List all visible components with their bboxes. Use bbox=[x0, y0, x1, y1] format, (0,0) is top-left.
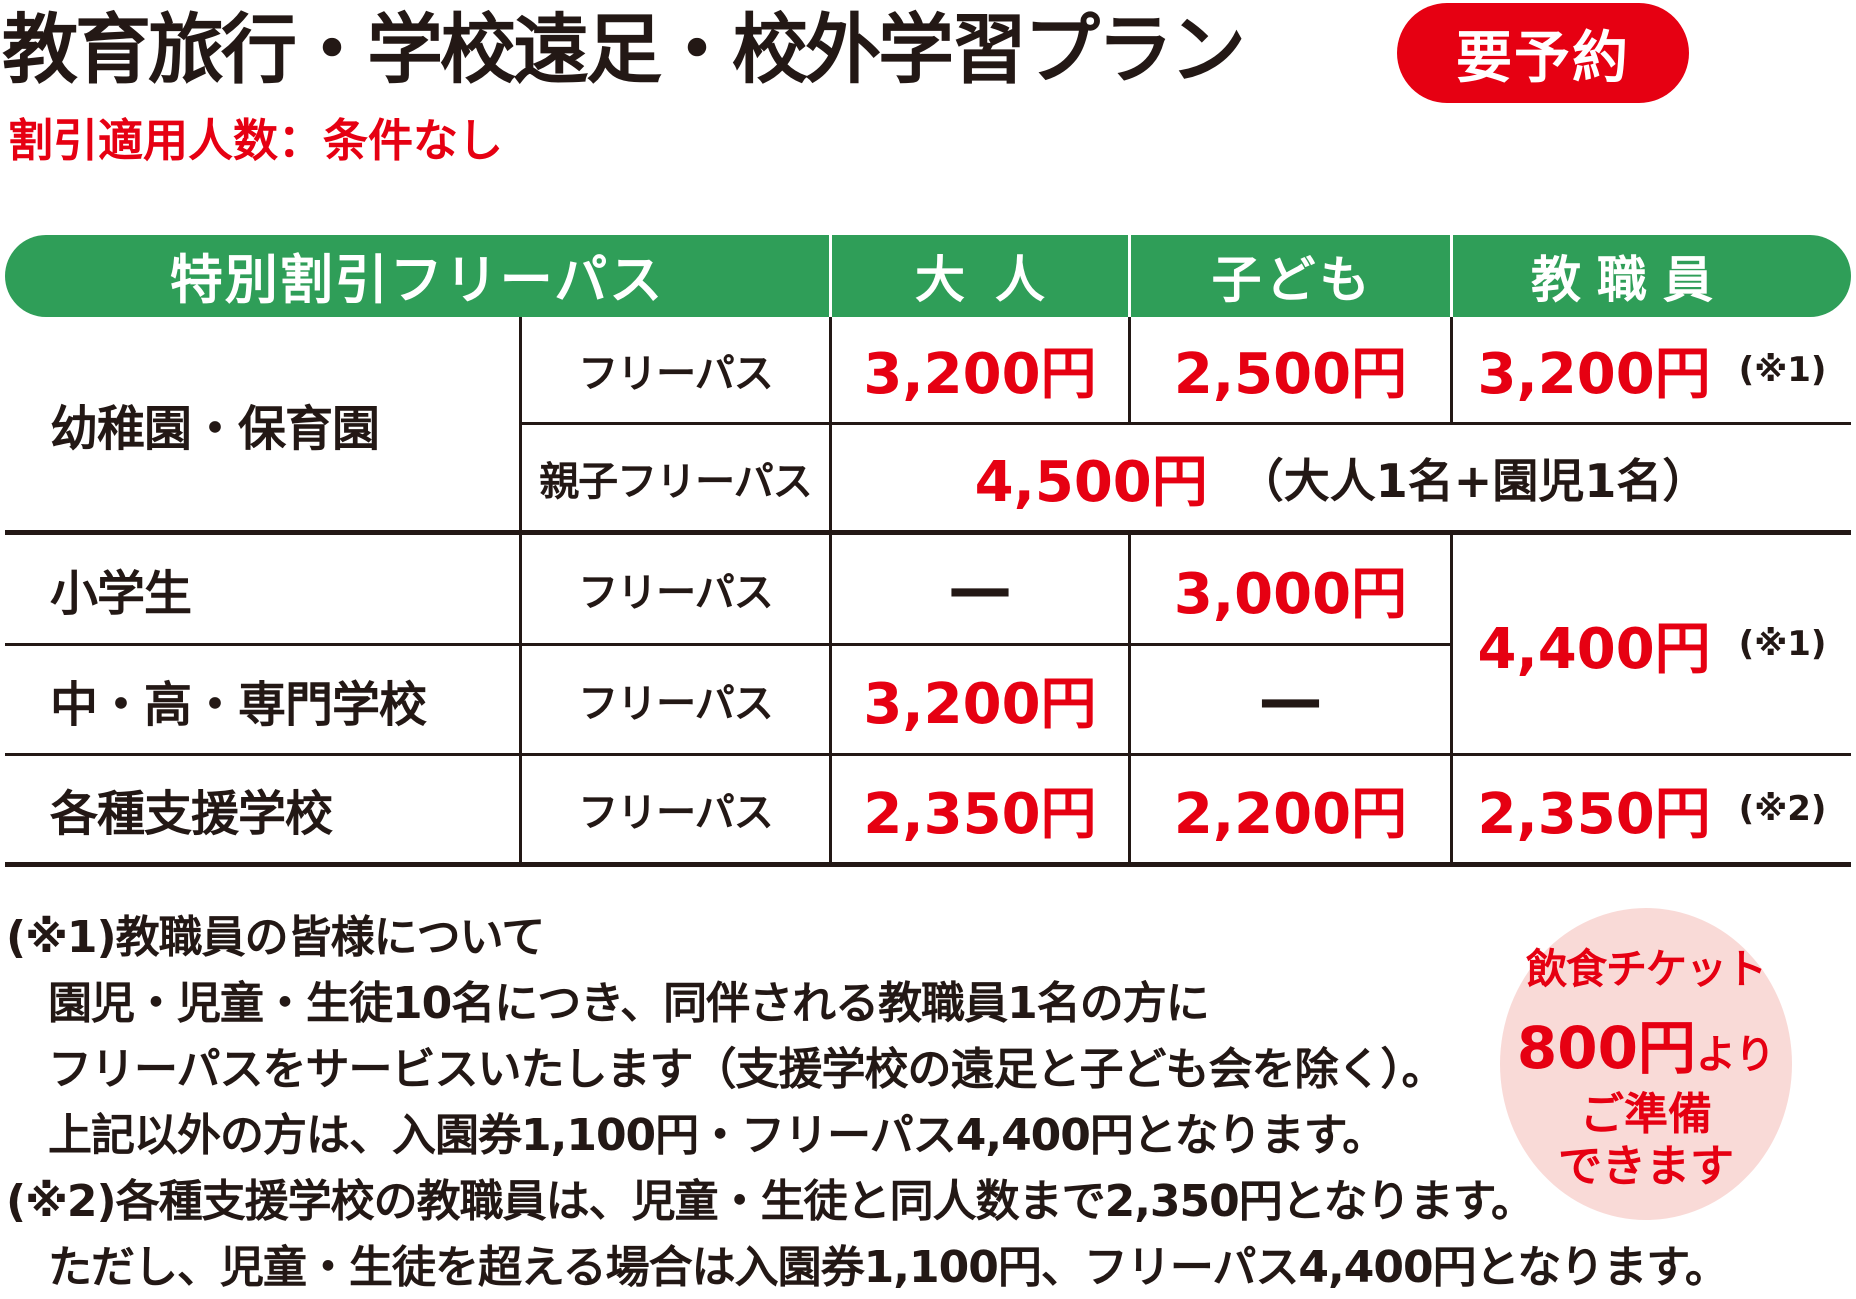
footnote-2-line1: (※2)各種支援学校の教職員は、児童・生徒と同人数まで2,350円となります。 bbox=[6, 1176, 1535, 1227]
food-ticket-price-suffix: より bbox=[1695, 1032, 1776, 1078]
header-plan: 特別割引フリーパス bbox=[169, 250, 665, 311]
food-ticket-price: 800円 bbox=[1516, 1014, 1696, 1082]
discount-condition-text: 割引適用人数：条件なし bbox=[8, 114, 504, 167]
cell-kindergarten-adult-price: 3,200円 bbox=[829, 317, 1128, 422]
cell-secondary-child-dash: — bbox=[1128, 643, 1450, 753]
cell-elementary-pass-type: フリーパス bbox=[519, 530, 829, 643]
reservation-required-badge: 要予約 bbox=[1397, 3, 1689, 103]
cell-elementary-child-price: 3,000円 bbox=[1128, 530, 1450, 643]
footnote-ref-2: (※2) bbox=[1738, 789, 1827, 829]
cell-kindergarten-staff-price: 3,200円 (※1) bbox=[1450, 317, 1851, 422]
cell-support-child-price: 2,200円 bbox=[1128, 753, 1450, 862]
cell-support-adult-price: 2,350円 bbox=[829, 753, 1128, 862]
food-ticket-price-line: 800円より bbox=[1517, 1001, 1775, 1085]
table-header-row: 特別割引フリーパス 大人 子ども 教職員 bbox=[5, 235, 1851, 317]
cell-secondary-adult-price: 3,200円 bbox=[829, 643, 1128, 753]
family-price-value: 4,500円 bbox=[974, 450, 1208, 515]
price-table: 特別割引フリーパス 大人 子ども 教職員 幼稚園・保育園 フリーパス 3,200… bbox=[5, 235, 1851, 867]
footnote-1-line2: 園児・児童・生徒10名につき、同伴される教職員1名の方に bbox=[48, 978, 1210, 1029]
cell-group-elementary: 小学生 bbox=[5, 530, 519, 643]
table-body: 幼稚園・保育園 フリーパス 3,200円 2,500円 3,200円 (※1) … bbox=[5, 317, 1851, 867]
food-ticket-circle: 飲食チケット 800円より ご準備 できます bbox=[1500, 908, 1792, 1220]
staff-merged-price-value: 4,400円 bbox=[1477, 616, 1711, 682]
header-staff: 教職員 bbox=[1450, 235, 1851, 317]
cell-kindergarten-child-price: 2,500円 bbox=[1128, 317, 1450, 422]
family-price-note: （大人1名+園児1名） bbox=[1237, 453, 1709, 508]
cell-group-kindergarten: 幼稚園・保育園 bbox=[50, 400, 380, 457]
cell-support-pass-type: フリーパス bbox=[519, 753, 829, 862]
footnote-ref-1: (※1) bbox=[1738, 349, 1827, 390]
cell-group-support: 各種支援学校 bbox=[5, 753, 519, 862]
cell-support-staff-price: 2,350円 (※2) bbox=[1450, 753, 1851, 862]
header-child: 子ども bbox=[1128, 235, 1450, 317]
cell-family-pass-type: 親子フリーパス bbox=[519, 422, 829, 530]
cell-elementary-adult-dash: — bbox=[829, 530, 1128, 643]
footnote-1-line3: フリーパスをサービスいたします（支援学校の遠足と子ども会を除く）。 bbox=[48, 1044, 1446, 1095]
cell-secondary-pass-type: フリーパス bbox=[519, 643, 829, 753]
support-staff-price-value: 2,350円 bbox=[1477, 781, 1711, 847]
cell-group-secondary: 中・高・専門学校 bbox=[5, 643, 519, 753]
cell-family-pass-price: 4,500円 （大人1名+園児1名） bbox=[829, 422, 1851, 530]
footnote-1-line4: 上記以外の方は、入園券1,100円・フリーパス4,400円となります。 bbox=[48, 1110, 1386, 1161]
footnotes: (※1)教職員の皆様について 園児・児童・生徒10名につき、同伴される教職員1名… bbox=[6, 905, 1729, 1299]
cell-kindergarten-pass-type: フリーパス bbox=[519, 317, 829, 422]
food-ticket-line3: ご準備 bbox=[1580, 1089, 1712, 1140]
footnote-1-title: (※1)教職員の皆様について bbox=[6, 912, 545, 963]
footnote-ref-1b: (※1) bbox=[1738, 624, 1827, 664]
header-adult: 大人 bbox=[829, 235, 1128, 317]
food-ticket-line4: できます bbox=[1558, 1141, 1734, 1192]
cell-staff-merged-price: 4,400円 (※1) bbox=[1450, 530, 1851, 753]
page-title: 教育旅行・学校遠足・校外学習プラン bbox=[2, 5, 1246, 94]
food-ticket-title: 飲食チケット bbox=[1526, 945, 1767, 993]
footnote-2-line2: ただし、児童・生徒を超える場合は入園券1,100円、フリーパス4,400円となり… bbox=[48, 1242, 1729, 1293]
staff-price-value: 3,200円 bbox=[1477, 342, 1711, 407]
